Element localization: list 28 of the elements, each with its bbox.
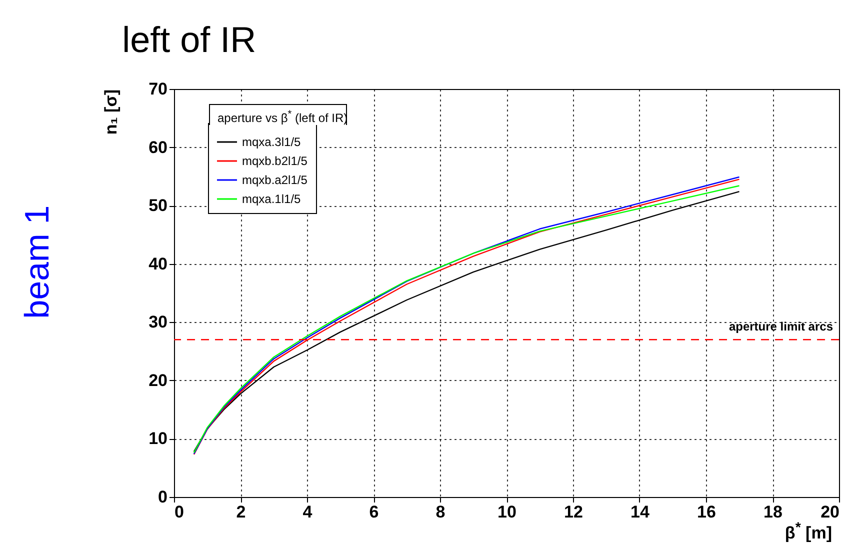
x-tick-label: 18 bbox=[764, 502, 782, 522]
x-tick-label: 14 bbox=[630, 502, 650, 522]
x-tick-label: 10 bbox=[498, 502, 516, 522]
x-axis-title: β$^{*}$ [m] bbox=[784, 520, 832, 544]
y-tick-label: 0 bbox=[158, 488, 168, 506]
y-tick-label: 40 bbox=[148, 254, 168, 274]
x-tick-label: 4 bbox=[302, 502, 313, 522]
legend-label: mqxb.a2l1/5 bbox=[242, 173, 308, 187]
y-tick-label: 20 bbox=[148, 370, 168, 390]
x-tick-label: 12 bbox=[564, 502, 583, 522]
text: beam 1 bbox=[18, 205, 58, 319]
y-tick-label: 70 bbox=[148, 80, 168, 98]
y-tick-label: 50 bbox=[148, 196, 168, 216]
legend-label: mqxa.1l1/5 bbox=[242, 192, 302, 206]
legend-label: mqxa.3l1/5 bbox=[242, 135, 302, 149]
x-tick-label: 2 bbox=[236, 502, 246, 522]
y-tick-label: 10 bbox=[148, 429, 168, 448]
y-tick-label: 60 bbox=[148, 138, 168, 157]
x-tick-label: 6 bbox=[369, 502, 379, 522]
y-axis-title: n₁ [σ] bbox=[102, 90, 121, 135]
ref-line-label: aperture limit arcs bbox=[728, 320, 834, 334]
legend-label: mqxb.b2l1/5 bbox=[242, 154, 308, 168]
x-tick-label: 16 bbox=[697, 502, 716, 522]
x-tick-label: 0 bbox=[174, 502, 184, 522]
chart-title: left of IR bbox=[122, 19, 256, 60]
y-tick-label: 30 bbox=[148, 312, 168, 332]
x-tick-label: 8 bbox=[436, 502, 446, 522]
x-tick-label: 20 bbox=[820, 502, 840, 522]
